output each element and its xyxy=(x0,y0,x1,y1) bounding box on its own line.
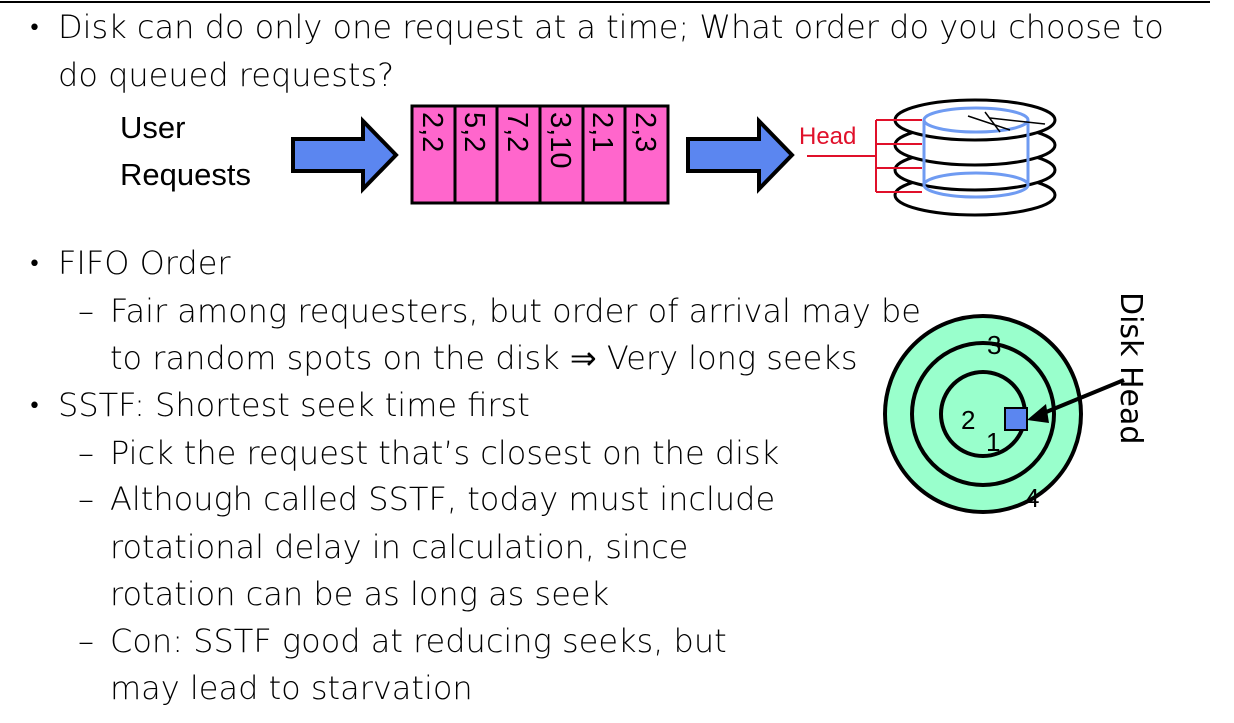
queue-item: 7,2 xyxy=(501,112,533,152)
bullet-sstf: SSTF: Shortest seek time first xyxy=(58,386,530,424)
head-label: Head xyxy=(799,123,856,150)
bullet-disk-one-request-line1: Disk can do only one request at a time; … xyxy=(58,8,1164,46)
user-requests-label-line1: User xyxy=(120,110,186,145)
sstf-sub1: Pick the request that’s closest on the d… xyxy=(110,434,780,472)
bullet-disk-one-request-line2: do queued requests? xyxy=(58,56,395,94)
queue-item: 2,1 xyxy=(586,112,618,152)
bullet-marker: • xyxy=(28,16,41,41)
sstf-sub3-line2: may lead to starvation xyxy=(110,669,473,707)
bullet-marker: • xyxy=(28,394,41,419)
top-rule xyxy=(0,1,1210,3)
sstf-sub2-line2: rotational delay in calculation, since xyxy=(110,528,689,566)
track-label-4: 4 xyxy=(1025,483,1039,513)
bullet-fifo-order: FIFO Order xyxy=(58,244,231,282)
dash-marker: – xyxy=(78,622,94,660)
queue-item: 5,2 xyxy=(458,112,490,152)
fifo-sub-line2: to random spots on the disk ⇒ Very long … xyxy=(110,339,858,377)
disk-stack-icon xyxy=(893,98,1057,217)
track-label-2: 2 xyxy=(961,405,975,435)
dash-marker: – xyxy=(78,480,94,518)
queue-item: 2,3 xyxy=(629,112,661,152)
disk-tracks-diagram xyxy=(883,314,1125,514)
user-requests-label-line2: Requests xyxy=(120,157,251,192)
track-label-3: 3 xyxy=(987,330,1001,360)
fifo-sub-line1: Fair among requesters, but order of arri… xyxy=(110,292,921,330)
track-label-1: 1 xyxy=(986,427,1000,457)
queue-item: 3,10 xyxy=(544,112,576,168)
bullet-marker: • xyxy=(28,252,41,277)
sstf-sub2-line1: Although called SSTF, today must include xyxy=(110,480,776,518)
dash-marker: – xyxy=(78,292,94,330)
input-arrow-icon xyxy=(291,116,399,194)
head-position-marker xyxy=(1004,407,1028,431)
dash-marker: – xyxy=(78,434,94,472)
sstf-sub3-line1: Con: SSTF good at reducing seeks, but xyxy=(110,622,727,660)
output-arrow-icon xyxy=(686,116,795,194)
disk-head-label: Disk Head xyxy=(1113,292,1148,444)
disk-head-arrow-icon xyxy=(1033,378,1125,419)
queue-item: 2,2 xyxy=(416,112,448,152)
sstf-sub2-line3: rotation can be as long as seek xyxy=(110,575,610,613)
head-arm-icon xyxy=(807,119,922,193)
